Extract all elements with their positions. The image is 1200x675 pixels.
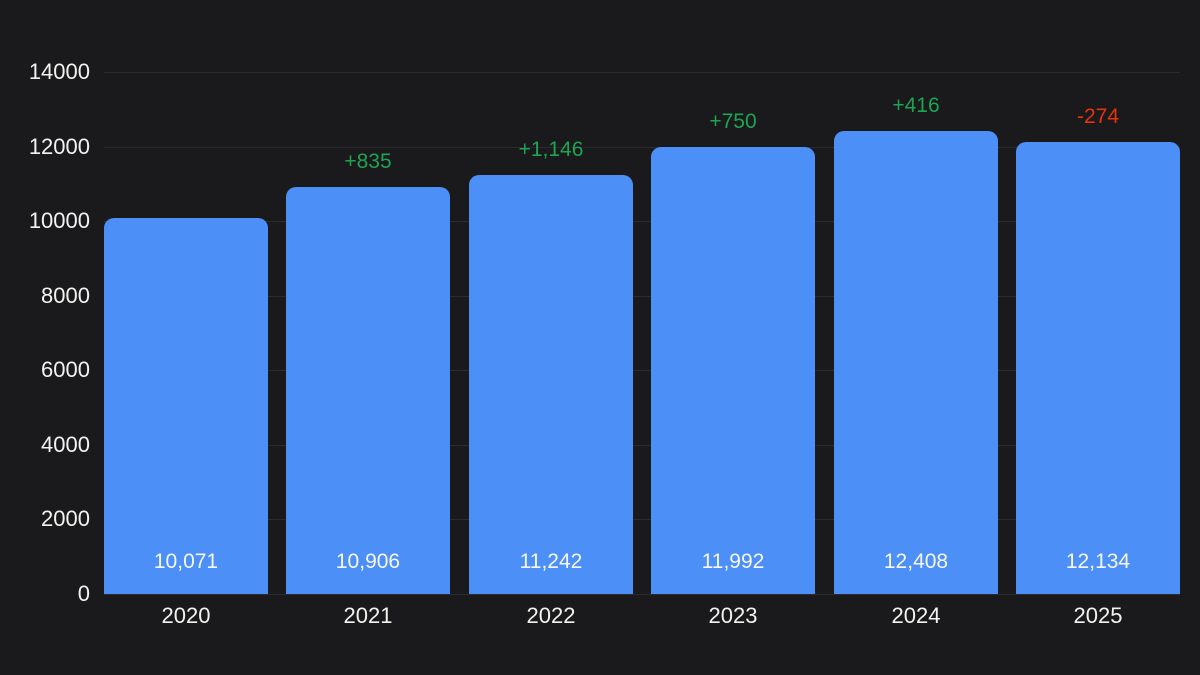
bar-value-label: 12,408 bbox=[883, 550, 949, 573]
y-tick-label: 8000 bbox=[41, 283, 90, 308]
y-tick-label: 14000 bbox=[28, 59, 90, 84]
x-tick-label: 2020 bbox=[161, 603, 211, 628]
x-tick-label: 2025 bbox=[1073, 603, 1123, 628]
gridline bbox=[104, 370, 1180, 371]
x-tick-label: 2022 bbox=[526, 603, 576, 628]
gridline bbox=[104, 72, 1180, 73]
x-tick-label: 2021 bbox=[343, 603, 393, 628]
delta-label: +416 bbox=[892, 94, 940, 117]
delta-label: +835 bbox=[344, 150, 392, 173]
bar-2022: 11,242 bbox=[469, 175, 633, 594]
bar-value-label: 10,071 bbox=[153, 550, 219, 573]
y-tick-label: 10000 bbox=[28, 208, 90, 233]
bar-2023: 11,992 bbox=[651, 147, 815, 594]
gridline bbox=[104, 445, 1180, 446]
delta-label: +750 bbox=[709, 110, 757, 133]
gridline bbox=[104, 519, 1180, 520]
y-tick-label: 6000 bbox=[41, 357, 90, 382]
bar-2021: 10,906 bbox=[286, 187, 450, 594]
bar-value-label: 12,134 bbox=[1065, 550, 1131, 573]
bar-value-label: 11,242 bbox=[519, 550, 583, 573]
x-tick-label: 2023 bbox=[708, 603, 758, 628]
bar-2025: 12,134 bbox=[1016, 142, 1180, 594]
gridline bbox=[104, 296, 1180, 297]
gridline bbox=[104, 221, 1180, 222]
bar-value-label: 10,906 bbox=[335, 550, 401, 573]
x-tick-label: 2024 bbox=[891, 603, 941, 628]
y-tick-label: 12000 bbox=[28, 134, 90, 159]
delta-label: +1,146 bbox=[518, 138, 584, 161]
bar-2024: 12,408 bbox=[834, 131, 998, 594]
bar-value-label: 11,992 bbox=[701, 550, 765, 573]
gridline bbox=[104, 594, 1180, 595]
y-tick-label: 0 bbox=[77, 581, 90, 606]
y-tick-label: 4000 bbox=[41, 432, 90, 457]
bar-2020: 10,071 bbox=[104, 218, 268, 594]
delta-label: -274 bbox=[1076, 105, 1120, 128]
y-tick-label: 2000 bbox=[41, 506, 90, 531]
gridline bbox=[104, 147, 1180, 148]
